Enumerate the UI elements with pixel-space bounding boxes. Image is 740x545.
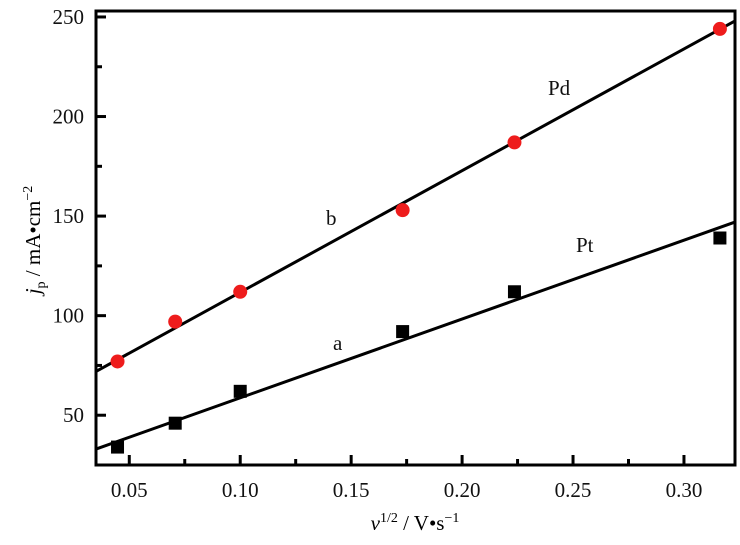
data-point-pd bbox=[712, 21, 727, 36]
fit-line-pd bbox=[95, 19, 736, 373]
data-point-pt bbox=[233, 384, 247, 398]
x-tick-label: 0.20 bbox=[444, 478, 481, 502]
x-tick-label: 0.25 bbox=[555, 478, 592, 502]
x-tick-label: 0.15 bbox=[333, 478, 370, 502]
data-point-pt bbox=[713, 231, 727, 245]
data-point-pd bbox=[168, 314, 183, 329]
series-label-pd: Pd bbox=[548, 76, 571, 100]
curve-label-b: b bbox=[326, 206, 337, 230]
fit-line-pt bbox=[95, 220, 736, 451]
y-tick-label: 100 bbox=[53, 304, 85, 328]
plot-frame bbox=[94, 9, 737, 467]
y-tick-label: 50 bbox=[63, 403, 84, 427]
curve-label-a: a bbox=[333, 331, 343, 355]
data-point-pt bbox=[168, 416, 182, 430]
x-tick-label: 0.05 bbox=[111, 478, 148, 502]
y-tick-label: 250 bbox=[53, 5, 85, 29]
y-tick-label: 150 bbox=[53, 204, 85, 228]
series-label-pt: Pt bbox=[576, 233, 594, 257]
y-tick-label: 200 bbox=[53, 105, 85, 129]
data-point-pd bbox=[507, 135, 522, 150]
data-point-pt bbox=[396, 325, 410, 339]
data-point-pt bbox=[111, 440, 125, 454]
x-axis-label: v1/2 / V•s−1 bbox=[371, 511, 460, 535]
data-point-pd bbox=[233, 284, 248, 299]
y-axis-label: jp / mA•cm−2 bbox=[21, 186, 49, 298]
data-point-pd bbox=[395, 203, 410, 218]
data-point-pt bbox=[507, 285, 521, 299]
data-point-pd bbox=[110, 354, 125, 369]
x-tick-label: 0.30 bbox=[666, 478, 703, 502]
x-tick-label: 0.10 bbox=[222, 478, 259, 502]
